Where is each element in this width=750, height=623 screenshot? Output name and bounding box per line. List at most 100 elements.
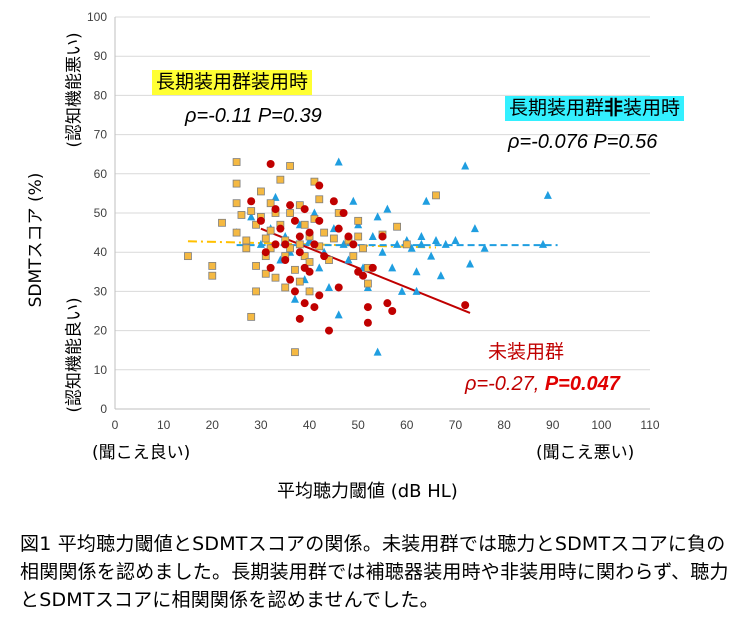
unaided-point: [383, 204, 392, 213]
y-tick-label: 20: [94, 324, 108, 338]
nonuser-rho: ρ=-0.27,: [465, 373, 540, 395]
y-tick-label: 100: [87, 10, 107, 24]
unaided-point: [247, 212, 256, 221]
unaided-rho: ρ=-0.076: [508, 131, 588, 153]
x-tick-label: 60: [400, 418, 414, 432]
unaided-label-a: 長期装用群: [509, 97, 605, 119]
nonuser-stats: ρ=-0.27, P=0.047: [465, 374, 620, 394]
nonuser-point: [378, 232, 387, 241]
aided-point: [237, 211, 246, 219]
aided-point: [247, 207, 256, 215]
aided-point: [276, 175, 285, 184]
y-axis-label: SDMTスコア (%): [26, 173, 46, 308]
unaided-point: [436, 271, 445, 280]
unaided-point: [325, 282, 333, 291]
y-tick-label: 30: [94, 284, 108, 298]
nonuser-point: [329, 197, 338, 206]
unaided-point: [417, 239, 426, 248]
tick-labels: 0 10 20 30 40 50 60 70 80 90 100 0 10 20 30 40 50 60 70 80 9…: [87, 10, 660, 432]
aided-point: [325, 256, 333, 264]
nonuser-point: [344, 232, 353, 241]
unaided-label-c: 装用時: [623, 97, 681, 119]
nonuser-point: [286, 201, 295, 210]
aided-point: [359, 244, 367, 253]
nonuser-point: [295, 232, 304, 241]
nonuser-point: [363, 303, 372, 312]
aided-point: [232, 179, 241, 188]
aided-point: [281, 283, 290, 292]
aided-point: [291, 348, 299, 357]
x-left-note: (聞こえ良い): [92, 443, 191, 463]
nonuser-point: [305, 228, 314, 237]
nonuser-point: [325, 326, 333, 335]
unaided-point: [368, 232, 377, 241]
unaided-point: [543, 190, 552, 199]
nonuser-point: [247, 197, 256, 206]
nonuser-point: [339, 209, 348, 217]
nonuser-point: [271, 205, 280, 214]
unaided-point: [344, 255, 353, 264]
nonuser-point: [266, 160, 275, 168]
nonuser-point: [320, 252, 329, 261]
aided-point: [208, 271, 217, 280]
aided-point: [291, 265, 299, 274]
nonuser-point: [461, 301, 470, 310]
aided-point: [242, 236, 251, 245]
x-axis-label: 平均聴力閾値 (dB HL): [277, 481, 458, 502]
aided-point: [286, 209, 294, 217]
nonuser-point: [256, 216, 265, 225]
aided-point: [261, 269, 270, 278]
aided-point: [305, 287, 314, 296]
aided-point: [295, 277, 304, 286]
aided-point: [393, 222, 401, 231]
nonuser-point: [310, 240, 319, 249]
aided-point: [315, 195, 324, 204]
aided-point: [364, 279, 372, 288]
aided-point: [232, 158, 241, 166]
unaided-point: [412, 286, 421, 295]
aided-point: [252, 287, 260, 296]
axes: [114, 17, 650, 410]
unaided-point: [470, 224, 479, 233]
unaided-point: [397, 286, 406, 295]
y-tick-label: 0: [100, 402, 107, 416]
nonuser-point: [290, 216, 299, 225]
nonuser-point: [300, 263, 309, 272]
aided-point: [218, 218, 226, 227]
unaided-point: [373, 347, 382, 356]
x-tick-label: 70: [449, 418, 463, 432]
nonuser-p: P=0.047: [544, 373, 620, 395]
y-tick-label: 90: [94, 49, 108, 63]
nonuser-point: [281, 240, 290, 249]
y-tick-label: 60: [94, 167, 108, 181]
unaided-point: [388, 263, 397, 272]
unaided-point: [417, 232, 426, 241]
unaided-point: [315, 263, 324, 272]
nonuser-point: [281, 256, 290, 265]
nonuser-point: [261, 248, 270, 257]
aided-point: [232, 199, 241, 208]
unaided-point: [349, 196, 358, 205]
unaided-point: [441, 239, 450, 248]
aided-point: [252, 220, 260, 229]
aided-point: [354, 232, 363, 241]
nonuser-point: [300, 299, 309, 308]
x-tick-label: 100: [591, 418, 611, 432]
unaided-point: [432, 235, 440, 244]
nonuser-point: [286, 275, 295, 284]
unaided-group-label: 長期装用群非装用時: [505, 96, 685, 121]
nonuser-point: [295, 314, 304, 323]
unaided-point: [539, 239, 547, 248]
y-tick-label: 50: [94, 206, 108, 220]
aided-group-label: 長期装用群装用時: [152, 70, 313, 95]
nonuser-point: [334, 224, 343, 233]
nonuser-group-label: 未装用群: [488, 341, 565, 363]
aided-stats: ρ=-0.11 P=0.39: [185, 106, 322, 126]
figure-caption: 図1 平均聴力閾値とSDMTスコアの関係。未装用群では聴力とSDMTスコアに負の…: [20, 533, 729, 611]
nonuser-point: [300, 205, 309, 214]
aided-point: [247, 312, 256, 321]
unaided-point: [334, 157, 343, 166]
grid-lines: [115, 16, 650, 371]
unaided-point: [407, 243, 416, 252]
nonuser-point: [368, 263, 377, 272]
